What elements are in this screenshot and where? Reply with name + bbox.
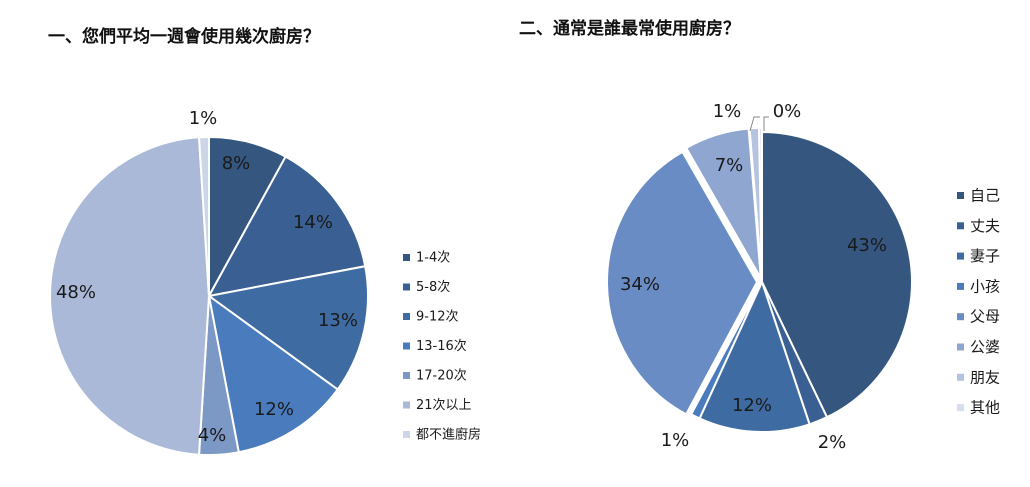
chart2-legend-label-1: 自己: [970, 187, 1000, 205]
chart1-legend-label-4: 13-16次: [416, 338, 467, 354]
chart2-data-label-1: 43%: [847, 235, 887, 256]
chart1-legend-swatch-7: [403, 431, 410, 438]
chart2-legend-label-5: 父母: [970, 308, 1000, 326]
chart1-slice-4: [207, 293, 340, 454]
chart2-legend-label-8: 其他: [970, 399, 1000, 417]
chart1-data-label-7: 1%: [189, 108, 218, 129]
chart2-slice-3: [698, 279, 811, 433]
chart1-legend-label-1: 1-4次: [416, 250, 450, 266]
chart1-data-label-1: 8%: [222, 153, 251, 174]
chart2-legend-label-6: 公婆: [970, 338, 1000, 356]
chart2-data-label-2: 2%: [818, 432, 847, 453]
chart1-legend-swatch-4: [403, 342, 410, 350]
chart2-legend-label-3: 妻子: [970, 247, 1000, 265]
chart1-slice-3: [206, 265, 369, 391]
chart2-slice-1: [761, 130, 913, 419]
chart1-legend-label-5: 17-20次: [416, 368, 467, 384]
chart2-legend-swatch-8: [957, 404, 964, 412]
chart1-legend-swatch-3: [403, 313, 410, 320]
chart2-leader-friends: [749, 116, 760, 132]
chart2-legend-swatch-7: [957, 373, 964, 381]
chart2-data-label-5: 34%: [620, 274, 660, 295]
chart1-data-label-4: 12%: [254, 399, 294, 420]
chart1-slice-2: [207, 155, 367, 298]
chart1-slice-7: [197, 135, 210, 297]
chart2-legend-swatch-1: [957, 192, 964, 199]
chart1-slice-6: [49, 136, 211, 456]
chart1-legend-swatch-5: [403, 372, 410, 379]
chart1-legend-label-6: 21次以上: [416, 397, 472, 413]
chart2-legend-label-2: 丈夫: [970, 217, 1000, 235]
chart1-legend-label-3: 9-12次: [416, 309, 459, 325]
chart1-legend-swatch-6: [403, 401, 410, 409]
chart2-legend-swatch-6: [957, 343, 964, 351]
chart2-title: 二、通常是誰最常使用廚房？: [519, 19, 740, 39]
chart2-legend-swatch-2: [957, 222, 964, 230]
chart2-slice-6: [684, 127, 762, 279]
chart2-legend-swatch-3: [957, 252, 964, 260]
chart2-legend-swatch-4: [957, 282, 964, 290]
chart1-data-label-3: 13%: [318, 310, 358, 331]
chart1-legend-label-7: 都不進廚房: [416, 427, 481, 443]
chart1-title: 一、您們平均一週會使用幾次廚房？: [48, 27, 320, 47]
chart1-legend-label-2: 5-8次: [416, 279, 450, 295]
chart1-data-label-2: 14%: [293, 212, 333, 233]
chart2-slice-8: [758, 126, 763, 279]
chart2-legend-label-4: 小孩: [970, 277, 1000, 295]
chart2-data-label-6: 7%: [715, 155, 744, 176]
chart2-data-label-7: 1%: [713, 101, 742, 122]
chart2-legend-label-7: 朋友: [970, 368, 1000, 386]
chart2-data-label-4: 1%: [661, 430, 690, 451]
chart2-slice-5: [606, 150, 759, 416]
chart1-data-label-6: 48%: [56, 282, 96, 303]
chart2-data-label-3: 12%: [732, 395, 772, 416]
chart2-slice-4: [689, 281, 763, 420]
chart1-legend-swatch-2: [403, 283, 410, 291]
chart2-data-label-8: 0%: [773, 101, 802, 122]
chart2-legend-swatch-5: [957, 313, 964, 321]
chart1-legend-swatch-1: [403, 254, 410, 261]
chart1-data-label-5: 4%: [198, 425, 227, 446]
chart2-leader-other: [763, 116, 769, 131]
